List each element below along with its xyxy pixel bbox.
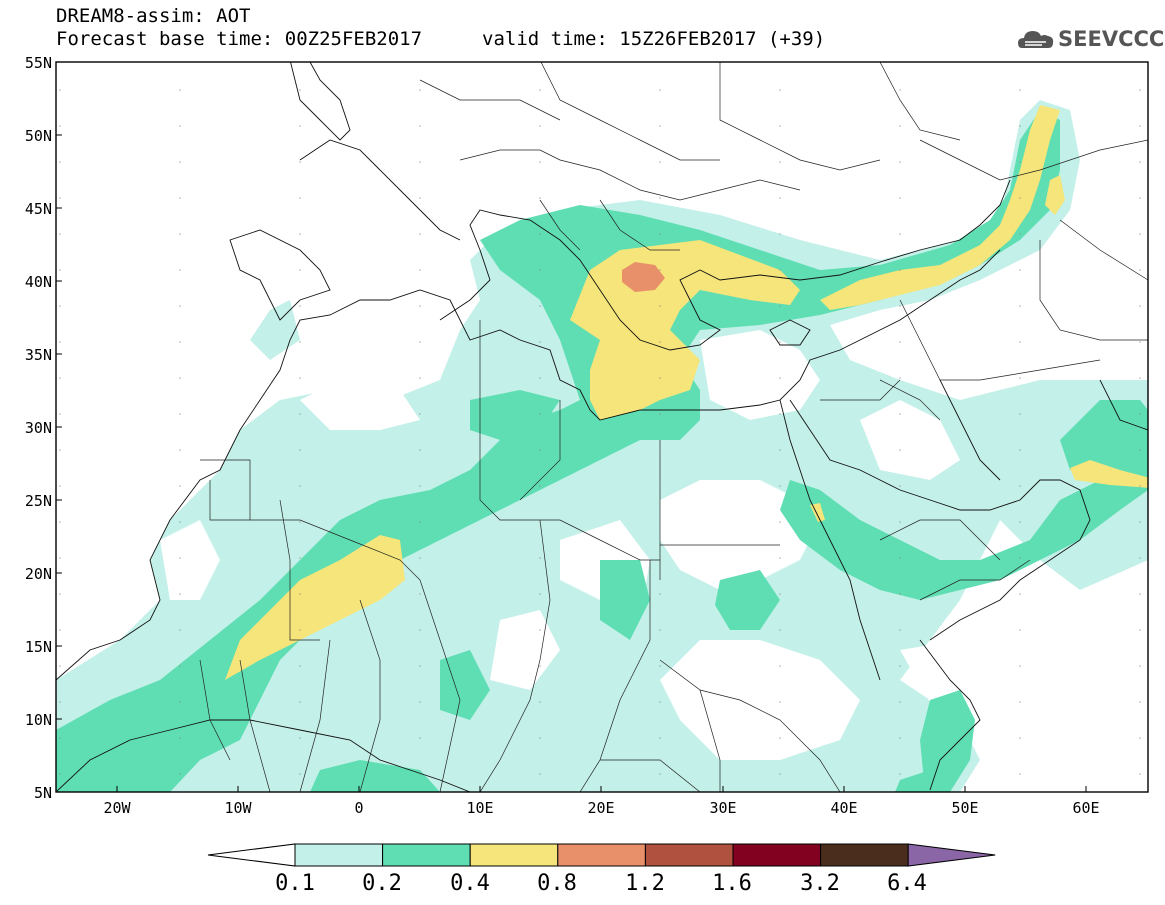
logo-text: SEEVCCC [1058, 27, 1165, 51]
valid-time: valid time: 15Z26FEB2017 (+39) [482, 28, 826, 50]
colorbar-label-0.1: 0.1 [275, 871, 315, 896]
axis-ticks [56, 61, 1087, 792]
lon-label-10e: 10E [466, 799, 494, 817]
lat-label-30n: 30N [24, 419, 52, 437]
lon-label-0: 0 [354, 799, 364, 817]
lon-label-30e: 30E [709, 799, 737, 817]
lat-label-20n: 20N [24, 565, 52, 583]
lat-label-55n: 55N [24, 54, 52, 72]
cloud-icon [1018, 31, 1054, 48]
colorbar-label-1.2: 1.2 [625, 871, 665, 896]
forecast-base-time: Forecast base time: 00Z25FEB2017 [56, 28, 423, 50]
colorbar-label-3.2: 3.2 [800, 871, 840, 896]
lat-label-35n: 35N [24, 346, 52, 364]
lat-label-40n: 40N [24, 273, 52, 291]
map-title: DREAM8-assim: AOT [56, 5, 251, 27]
lat-label-5n: 5N [33, 784, 52, 802]
lat-label-50n: 50N [24, 127, 52, 145]
lon-label-50e: 50E [951, 799, 979, 817]
colorbar-label-1.6: 1.6 [712, 871, 752, 896]
lon-label-20w: 20W [103, 799, 131, 817]
lat-label-25n: 25N [24, 492, 52, 510]
lat-label-45n: 45N [24, 200, 52, 218]
colorbar-label-0.8: 0.8 [537, 871, 577, 896]
lon-label-60e: 60E [1072, 799, 1100, 817]
lon-label-20e: 20E [587, 799, 615, 817]
colorbar-label-0.2: 0.2 [362, 871, 402, 896]
lat-label-10n: 10N [24, 711, 52, 729]
lat-label-15n: 15N [24, 638, 52, 656]
lon-label-40e: 40E [830, 799, 858, 817]
colorbar-label-6.4: 6.4 [887, 871, 927, 896]
colorbar-label-0.4: 0.4 [450, 871, 490, 896]
lon-label-10w: 10W [224, 799, 252, 817]
